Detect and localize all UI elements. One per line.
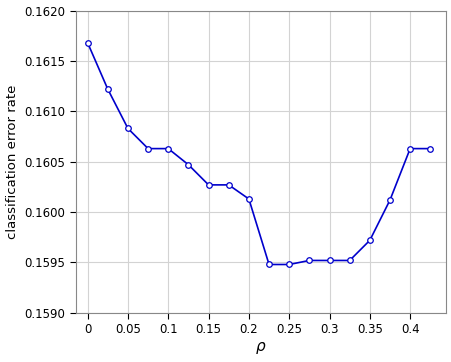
X-axis label: $\rho$: $\rho$: [255, 340, 266, 357]
Y-axis label: classification error rate: classification error rate: [5, 84, 18, 239]
